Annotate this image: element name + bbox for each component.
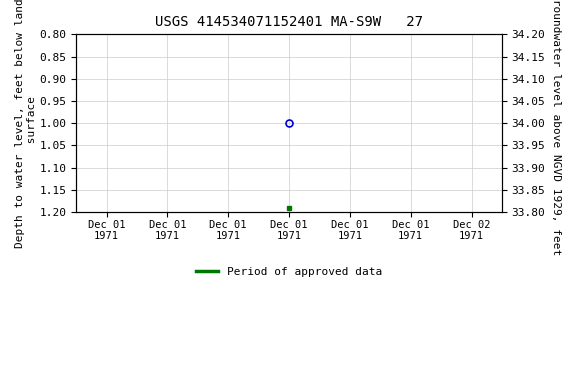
Legend: Period of approved data: Period of approved data — [191, 262, 386, 281]
Y-axis label: Depth to water level, feet below land
 surface: Depth to water level, feet below land su… — [15, 0, 37, 248]
Title: USGS 414534071152401 MA-S9W   27: USGS 414534071152401 MA-S9W 27 — [155, 15, 423, 29]
Y-axis label: Groundwater level above NGVD 1929, feet: Groundwater level above NGVD 1929, feet — [551, 0, 561, 255]
